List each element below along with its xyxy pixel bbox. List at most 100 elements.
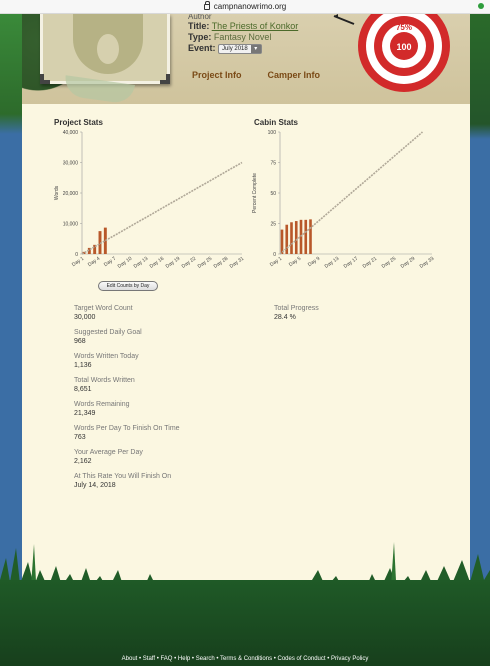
stat-value: 1,136 [74, 362, 92, 369]
total-progress-label: Total Progress [274, 305, 319, 312]
cabin-stats-title: Cabin Stats [254, 118, 299, 127]
x-tick-label: Day 21 [362, 256, 379, 270]
stat-label: Total Words Written [74, 377, 135, 384]
footer-link-staff[interactable]: Staff [142, 656, 156, 662]
stat-value: 968 [74, 338, 86, 345]
stat-value: 30,000 [74, 314, 96, 321]
project-stats-title: Project Stats [54, 118, 103, 127]
stat-value: 2,162 [74, 458, 92, 465]
tab-project-info[interactable]: Project Info [192, 70, 242, 80]
x-tick-label: Day 33 [419, 256, 436, 270]
project-stats-chart: 0 10,000 20,000 30,000 40,000 Words Day 1 Day 4… [54, 130, 244, 270]
main-content: Project Stats 0 10,000 20,000 30,000 40,000 W… [22, 104, 470, 584]
edit-counts-button[interactable]: Edit Counts by Day [98, 281, 158, 291]
x-tick-label: Day 1 [71, 256, 85, 269]
target-percent: 75% [396, 23, 412, 32]
x-tick-label: Day 19 [165, 256, 182, 270]
stat-value: 21,349 [74, 410, 96, 417]
stat-item: Your Average Per Day 2,162 [74, 448, 180, 466]
y-tick-label: 25 [270, 222, 276, 228]
stat-item: Total Words Written 8,651 [74, 376, 180, 394]
stat-item: At This Rate You Will Finish On July 14, … [74, 472, 180, 490]
stat-label: Words Remaining [74, 401, 130, 408]
right-background [470, 14, 490, 666]
y-tick-label: 100 [268, 130, 277, 136]
x-tick-label: Day 16 [149, 256, 166, 270]
chart-bar [285, 224, 289, 254]
stat-value: 8,651 [74, 386, 92, 393]
y-tick-label: 20,000 [63, 191, 79, 197]
chart-bar [98, 231, 102, 254]
event-select[interactable]: July 2018 ▾ [218, 43, 262, 54]
footer-link-help[interactable]: Help [177, 656, 191, 662]
y-tick-label: 50 [270, 191, 276, 197]
cabin-stats-chart: 0 25 50 75 100 Percent Complete Day 1 Day 5 Day … [252, 130, 436, 270]
footer-link-privacy[interactable]: Privacy Policy [330, 656, 369, 662]
event-label: Event: [188, 43, 216, 53]
stat-label: Suggested Daily Goal [74, 329, 142, 336]
footer-link-faq[interactable]: FAQ [160, 656, 173, 662]
x-tick-label: Day 22 [181, 256, 198, 270]
stat-item: Words Written Today 1,136 [74, 352, 180, 370]
y-axis-label: Words [54, 185, 60, 200]
chart-bar [103, 227, 107, 254]
x-tick-label: Day 25 [381, 256, 398, 270]
author-name: Author [188, 14, 212, 21]
chart-bar [82, 251, 86, 254]
x-tick-label: Day 17 [343, 256, 360, 270]
y-axis-label: Percent Complete [252, 173, 258, 213]
cabin-stats-list: Total Progress 28.4 % [274, 304, 319, 328]
stat-label: Words Written Today [74, 353, 139, 360]
y-tick-label: 10,000 [63, 222, 79, 228]
footer-link-about[interactable]: About [121, 656, 138, 662]
stat-item: Suggested Daily Goal 968 [74, 328, 180, 346]
url-text: campnanowrimo.org [213, 2, 287, 11]
footer-link-terms[interactable]: Terms & Conditions [220, 656, 273, 662]
x-tick-label: Day 7 [103, 256, 117, 269]
left-background [0, 14, 22, 666]
y-tick-label: 0 [75, 252, 78, 258]
stat-item: Words Remaining 21,349 [74, 400, 180, 418]
chart-bar [290, 222, 293, 254]
chart-bar [294, 221, 298, 254]
x-tick-label: Day 13 [324, 256, 341, 270]
tab-camper-info[interactable]: Camper Info [267, 70, 321, 80]
stat-value: 763 [74, 434, 86, 441]
title-label: Title: [188, 21, 210, 31]
target-center: 100 [396, 42, 411, 52]
browser-url-bar[interactable]: campnanowrimo.org [0, 0, 490, 14]
y-tick-label: 75 [270, 161, 276, 167]
profile-tabs: Project Info Camper Info [188, 68, 342, 82]
chart-bar [309, 219, 312, 254]
chart-bar [87, 247, 91, 254]
x-tick-label: Day 5 [288, 256, 302, 269]
deer-avatar-icon [73, 14, 143, 74]
x-tick-label: Day 29 [400, 256, 417, 270]
project-stats-list: Target Word Count 30,000 Suggested Daily G… [74, 304, 180, 496]
target-line [279, 131, 424, 255]
novel-type: Fantasy Novel [213, 32, 272, 42]
stat-item: Words Per Day To Finish On Time 763 [74, 424, 180, 442]
chart-bar [304, 219, 308, 254]
footer-link-codes[interactable]: Codes of Conduct [277, 656, 326, 662]
stat-label: At This Rate You Will Finish On [74, 473, 172, 480]
stat-label: Your Average Per Day [74, 449, 143, 456]
novel-info: Author Title: The Priests of Konkor Type… [188, 14, 298, 54]
lock-icon [203, 0, 210, 10]
y-tick-label: 0 [273, 252, 276, 258]
x-tick-label: Day 10 [117, 256, 134, 270]
x-tick-label: Day 28 [213, 256, 230, 270]
chart-bar [93, 244, 97, 254]
grass-footer [0, 580, 490, 666]
stat-value: July 14, 2018 [74, 482, 116, 489]
x-tick-label: Day 4 [87, 256, 101, 269]
target-line [81, 161, 243, 255]
y-tick-label: 40,000 [63, 130, 79, 136]
x-tick-label: Day 1 [269, 256, 283, 269]
footer-link-search[interactable]: Search [195, 656, 215, 662]
novel-title-link[interactable]: The Priests of Konkor [211, 21, 299, 31]
chart-bar [280, 229, 284, 254]
footer-links: About • Staff • FAQ • Help • Search • Te… [121, 656, 369, 662]
stat-label: Target Word Count [74, 305, 133, 312]
status-dot-icon [478, 3, 484, 9]
